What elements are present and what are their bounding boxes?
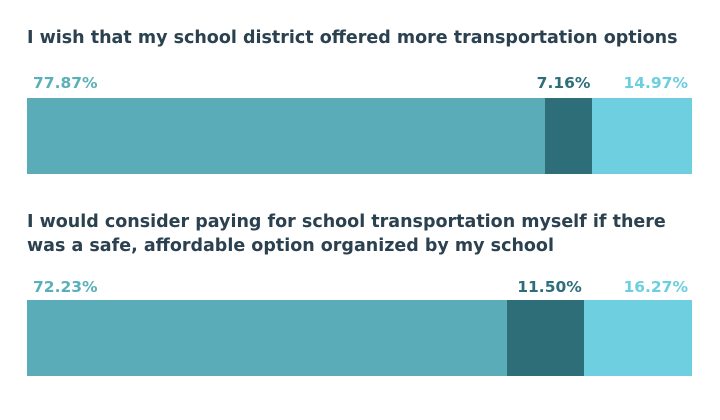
bar-segment-3 — [583, 300, 692, 376]
data-label-3: 14.97% — [623, 74, 688, 92]
data-label-2: 7.16% — [536, 74, 591, 92]
bar-segment-3 — [592, 98, 692, 174]
chart-2: I would consider paying for school trans… — [0, 190, 720, 420]
bar-segment-1 — [27, 300, 508, 376]
stacked-bar — [27, 298, 692, 376]
data-label-3: 16.27% — [623, 278, 688, 296]
data-label-1: 72.23% — [33, 278, 98, 296]
bar-segment-1 — [27, 98, 545, 174]
data-label-2: 11.50% — [517, 278, 582, 296]
bar-segment-2 — [507, 300, 584, 376]
bar-segment-2 — [544, 98, 593, 174]
chart-title: I wish that my school district offered m… — [27, 28, 678, 48]
chart-1: I wish that my school district offered m… — [0, 0, 720, 190]
data-label-1: 77.87% — [33, 74, 98, 92]
stacked-bar — [27, 96, 692, 174]
chart-title: I would consider paying for school trans… — [27, 212, 666, 256]
